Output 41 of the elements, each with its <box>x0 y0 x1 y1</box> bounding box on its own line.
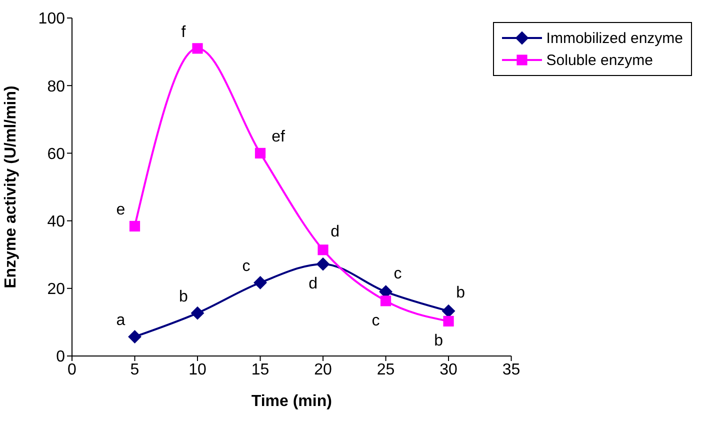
x-tick-label: 0 <box>68 361 77 378</box>
x-tick-label: 5 <box>130 361 140 378</box>
y-tick-label: 40 <box>47 213 66 230</box>
annotation: d <box>308 276 318 293</box>
point <box>318 244 328 256</box>
point <box>442 304 456 318</box>
point <box>254 148 266 158</box>
annotation: ef <box>272 128 286 146</box>
x-axis-title: Time (min) <box>251 393 332 410</box>
y-axis-title: Enzyme activity (U/ml/min) <box>2 86 20 288</box>
annotation: b <box>456 284 466 302</box>
y-tick-label: 60 <box>47 146 66 163</box>
annotation: e <box>116 202 126 219</box>
point <box>254 276 267 290</box>
annotation: a <box>116 312 126 330</box>
legend-label: Soluble enzyme <box>546 52 654 68</box>
point <box>191 306 204 320</box>
x-tick-label: 35 <box>502 361 520 378</box>
point <box>380 296 392 306</box>
annotation: c <box>394 265 402 282</box>
y-tick-label: 80 <box>47 78 66 96</box>
point <box>129 220 140 232</box>
annotation: f <box>181 24 186 41</box>
point <box>443 316 454 326</box>
point <box>128 330 142 344</box>
y-tick-label: 20 <box>47 281 66 298</box>
annotation: c <box>372 312 380 330</box>
annotation: b <box>434 332 444 350</box>
annotation: b <box>179 288 188 306</box>
x-tick-label: 20 <box>314 361 332 378</box>
x-tick-label: 10 <box>188 361 207 378</box>
annotation: d <box>330 223 340 240</box>
legend-label: Immobilized enzyme <box>546 30 683 46</box>
y-tick-label: 100 <box>38 10 66 28</box>
annotation: c <box>242 258 250 276</box>
x-tick-label: 15 <box>251 361 270 378</box>
y-tick-label: 0 <box>56 348 66 366</box>
x-tick-label: 25 <box>376 361 395 378</box>
point <box>316 258 330 271</box>
point <box>192 43 203 54</box>
x-tick-label: 30 <box>440 361 458 378</box>
